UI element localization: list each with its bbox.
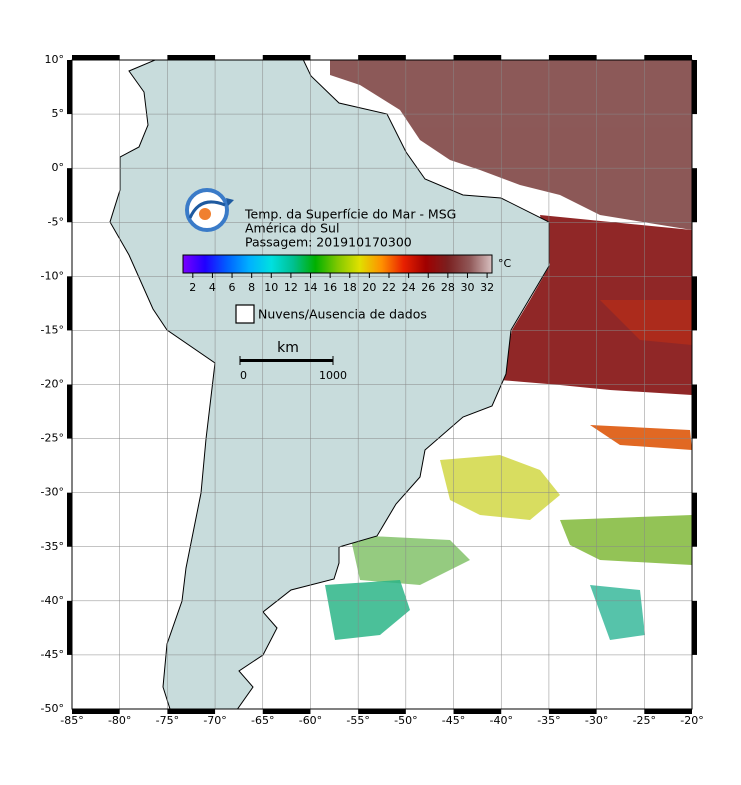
logo bbox=[185, 188, 234, 232]
map-region: América do Sul bbox=[245, 221, 339, 236]
x-tick-label: -25° bbox=[633, 714, 656, 727]
colorbar: °C 2 4 6 8 10 12 14 16 18 20 22 24 26 28 30 32 bbox=[182, 254, 512, 294]
scale-label: 0 bbox=[240, 369, 247, 382]
frame-bar bbox=[644, 709, 692, 714]
frame-bar bbox=[358, 709, 406, 714]
x-tick-label: -50° bbox=[394, 714, 417, 727]
x-tick-label: -75° bbox=[156, 714, 179, 727]
frame-bar bbox=[72, 709, 120, 714]
x-tick-label: -20° bbox=[680, 714, 703, 727]
frame-bar bbox=[262, 55, 311, 60]
colorbar-tick-label: 4 bbox=[209, 281, 216, 294]
scale-bar-body bbox=[240, 359, 333, 362]
colorbar-tick-label: 22 bbox=[382, 281, 396, 294]
pass-time: Passagem: 201910170300 bbox=[245, 235, 412, 250]
y-tick-label: -45° bbox=[41, 648, 64, 661]
y-tick-label: -20° bbox=[41, 378, 64, 391]
frame-bar bbox=[644, 55, 692, 60]
frame-bar bbox=[67, 276, 72, 331]
y-tick-label: -50° bbox=[41, 702, 64, 715]
colorbar-tick-label: 16 bbox=[323, 281, 337, 294]
frame-bar bbox=[167, 55, 216, 60]
frame-bar bbox=[72, 55, 120, 60]
x-tick-label: -85° bbox=[60, 714, 83, 727]
grid bbox=[72, 60, 692, 709]
frame-bar bbox=[692, 600, 697, 655]
colorbar-tick-label: 30 bbox=[460, 281, 474, 294]
colorbar-tick-label: 10 bbox=[264, 281, 278, 294]
x-tick-label: -60° bbox=[299, 714, 322, 727]
frame-bar bbox=[453, 55, 502, 60]
x-tick-label: -40° bbox=[489, 714, 512, 727]
axis-labels: -85° -80° -75° -70° -65° -60° -55° -50° -45° -40°… bbox=[41, 53, 704, 727]
x-tick-label: -70° bbox=[203, 714, 226, 727]
frame-bar bbox=[692, 276, 697, 331]
colorbar-tick-label: 8 bbox=[248, 281, 255, 294]
frame-bar bbox=[692, 60, 697, 115]
frame-bar bbox=[67, 60, 72, 115]
x-tick-label: -45° bbox=[442, 714, 465, 727]
sst-field bbox=[325, 60, 692, 640]
y-tick-label: 10° bbox=[45, 53, 65, 66]
legend-label: Nuvens/Ausencia de dados bbox=[258, 307, 427, 322]
y-tick-label: -35° bbox=[41, 540, 64, 553]
colorbar-ramp bbox=[182, 254, 493, 274]
colorbar-unit: °C bbox=[498, 257, 512, 270]
frame-bar bbox=[67, 492, 72, 547]
frame-bar bbox=[67, 168, 72, 223]
frame-bar bbox=[692, 168, 697, 223]
colorbar-tick-label: 2 bbox=[189, 281, 196, 294]
x-tick-label: -55° bbox=[346, 714, 369, 727]
frame-bar bbox=[548, 709, 597, 714]
x-tick-label: -80° bbox=[108, 714, 131, 727]
colorbar-tick-label: 24 bbox=[402, 281, 416, 294]
y-tick-label: -40° bbox=[41, 594, 64, 607]
x-tick-label: -65° bbox=[251, 714, 274, 727]
colorbar-tick-label: 12 bbox=[284, 281, 298, 294]
y-tick-label: -30° bbox=[41, 486, 64, 499]
frame-bar bbox=[67, 600, 72, 655]
frame-bar bbox=[548, 55, 597, 60]
frame-bar bbox=[453, 709, 502, 714]
colorbar-tick-label: 26 bbox=[421, 281, 435, 294]
frame-bar bbox=[167, 709, 216, 714]
colorbar-tick-label: 18 bbox=[343, 281, 357, 294]
map-title: Temp. da Superfície do Mar - MSG bbox=[244, 207, 456, 222]
frame-bar bbox=[67, 384, 72, 439]
y-tick-label: 5° bbox=[52, 107, 65, 120]
scale-unit: km bbox=[277, 340, 299, 356]
y-tick-label: -15° bbox=[41, 323, 64, 336]
scale-bar: km 0 1000 bbox=[239, 340, 347, 382]
legend: Nuvens/Ausencia de dados bbox=[235, 304, 427, 324]
frame-bar bbox=[692, 384, 697, 439]
colorbar-tick-label: 28 bbox=[441, 281, 455, 294]
colorbar-tick-label: 20 bbox=[362, 281, 376, 294]
colorbar-tick-label: 6 bbox=[229, 281, 236, 294]
y-tick-label: -10° bbox=[41, 269, 64, 282]
y-tick-label: -25° bbox=[41, 432, 64, 445]
colorbar-tick-label: 14 bbox=[304, 281, 318, 294]
frame-bar bbox=[262, 709, 311, 714]
frame-bar bbox=[358, 55, 406, 60]
x-tick-label: -30° bbox=[585, 714, 608, 727]
colorbar-tick-label: 32 bbox=[480, 281, 494, 294]
y-tick-label: -5° bbox=[48, 215, 64, 228]
scale-label: 1000 bbox=[319, 369, 347, 382]
x-tick-label: -35° bbox=[537, 714, 560, 727]
y-tick-label: 0° bbox=[52, 161, 65, 174]
legend-swatch bbox=[235, 304, 255, 324]
frame-bar bbox=[692, 492, 697, 547]
map-area bbox=[72, 60, 692, 709]
frame bbox=[67, 55, 697, 714]
